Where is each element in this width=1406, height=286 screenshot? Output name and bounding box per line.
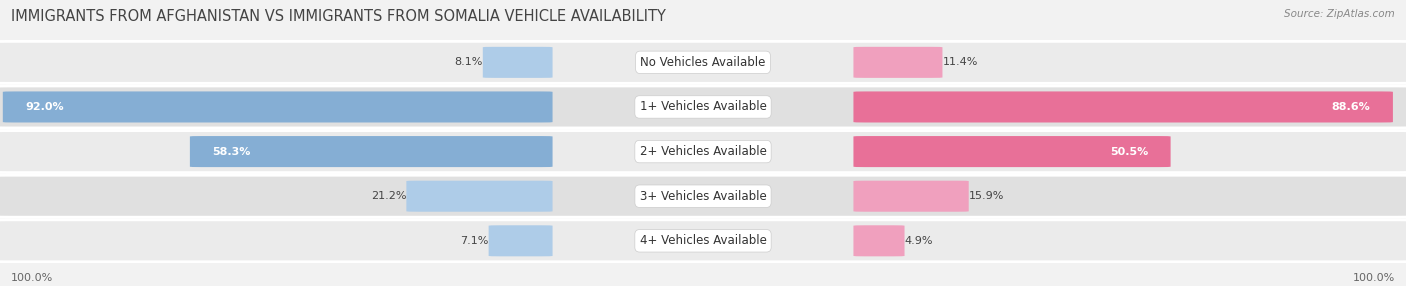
Text: 100.0%: 100.0% [1353, 273, 1395, 283]
FancyBboxPatch shape [3, 92, 553, 122]
Text: Source: ZipAtlas.com: Source: ZipAtlas.com [1284, 9, 1395, 19]
FancyBboxPatch shape [0, 175, 1406, 217]
Text: 21.2%: 21.2% [371, 191, 406, 201]
Text: 58.3%: 58.3% [212, 147, 250, 156]
Text: 1+ Vehicles Available: 1+ Vehicles Available [640, 100, 766, 114]
FancyBboxPatch shape [0, 131, 1406, 172]
Text: 50.5%: 50.5% [1109, 147, 1149, 156]
FancyBboxPatch shape [0, 41, 1406, 83]
FancyBboxPatch shape [853, 181, 969, 212]
Text: IMMIGRANTS FROM AFGHANISTAN VS IMMIGRANTS FROM SOMALIA VEHICLE AVAILABILITY: IMMIGRANTS FROM AFGHANISTAN VS IMMIGRANT… [11, 9, 666, 23]
FancyBboxPatch shape [853, 136, 1171, 167]
Text: 100.0%: 100.0% [11, 273, 53, 283]
Text: 7.1%: 7.1% [460, 236, 489, 246]
Text: 8.1%: 8.1% [454, 57, 482, 67]
Text: 2+ Vehicles Available: 2+ Vehicles Available [640, 145, 766, 158]
FancyBboxPatch shape [853, 225, 904, 256]
Text: 4+ Vehicles Available: 4+ Vehicles Available [640, 234, 766, 247]
FancyBboxPatch shape [489, 225, 553, 256]
Text: 4.9%: 4.9% [904, 236, 934, 246]
FancyBboxPatch shape [0, 220, 1406, 262]
Text: 92.0%: 92.0% [25, 102, 63, 112]
Text: 3+ Vehicles Available: 3+ Vehicles Available [640, 190, 766, 203]
FancyBboxPatch shape [482, 47, 553, 78]
FancyBboxPatch shape [190, 136, 553, 167]
Text: 88.6%: 88.6% [1331, 102, 1371, 112]
Text: 15.9%: 15.9% [969, 191, 1004, 201]
Text: 11.4%: 11.4% [942, 57, 977, 67]
FancyBboxPatch shape [853, 92, 1393, 122]
FancyBboxPatch shape [0, 86, 1406, 128]
FancyBboxPatch shape [853, 47, 942, 78]
Text: No Vehicles Available: No Vehicles Available [640, 56, 766, 69]
FancyBboxPatch shape [406, 181, 553, 212]
